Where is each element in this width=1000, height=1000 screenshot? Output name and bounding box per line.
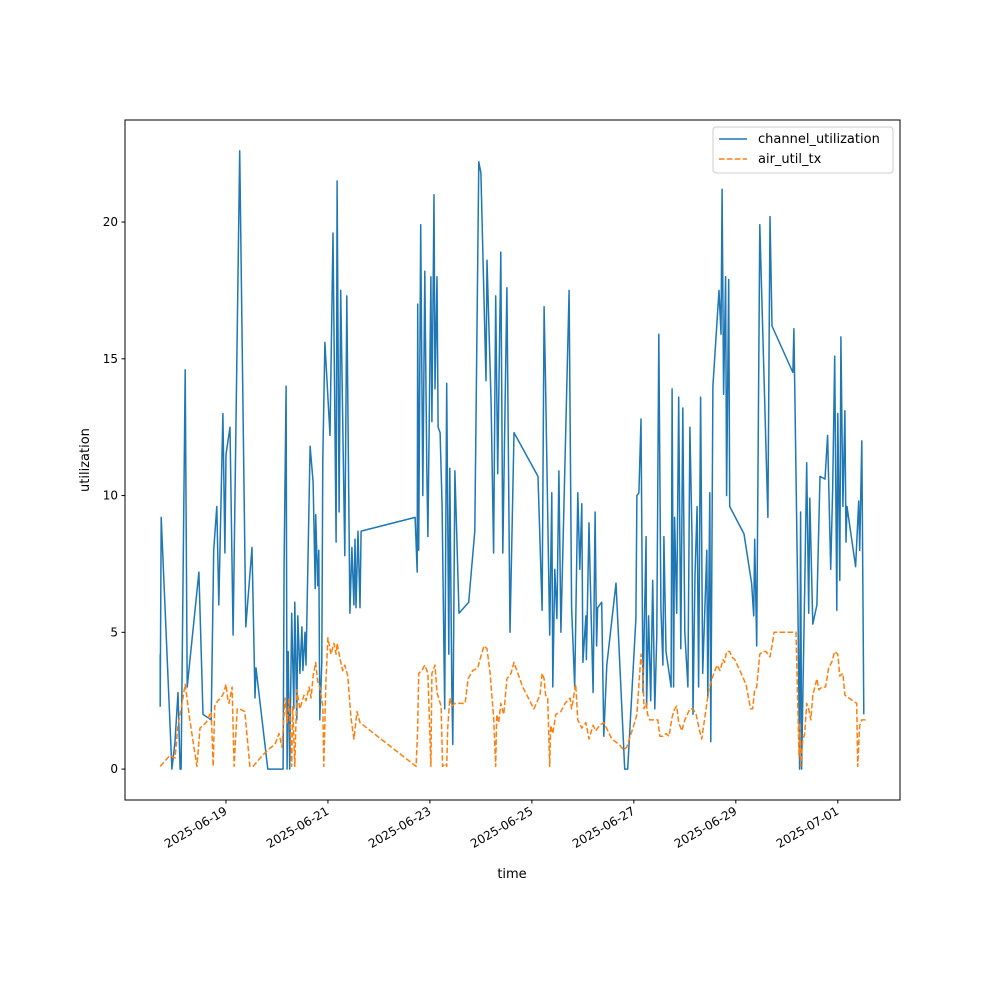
legend-label: channel_utilization [758, 132, 880, 147]
y-tick-label: 20 [103, 215, 118, 229]
y-tick-label: 0 [110, 762, 118, 776]
legend-box [712, 126, 894, 174]
series-line-air-util-tx [159, 631, 866, 768]
axes-frame [124, 119, 901, 801]
y-tick-label: 5 [110, 625, 118, 639]
y-axis: 0 5 10 15 20 [103, 215, 125, 776]
legend: channel_utilization air_util_tx [712, 126, 894, 174]
series-line-channel-utilization [159, 150, 865, 770]
series-layer [159, 150, 866, 770]
y-axis-label: utilization [78, 428, 93, 492]
y-tick-label: 10 [103, 489, 118, 503]
x-axis-label: time [497, 867, 526, 882]
y-tick-label: 15 [103, 352, 118, 366]
legend-label: air_util_tx [758, 152, 822, 167]
